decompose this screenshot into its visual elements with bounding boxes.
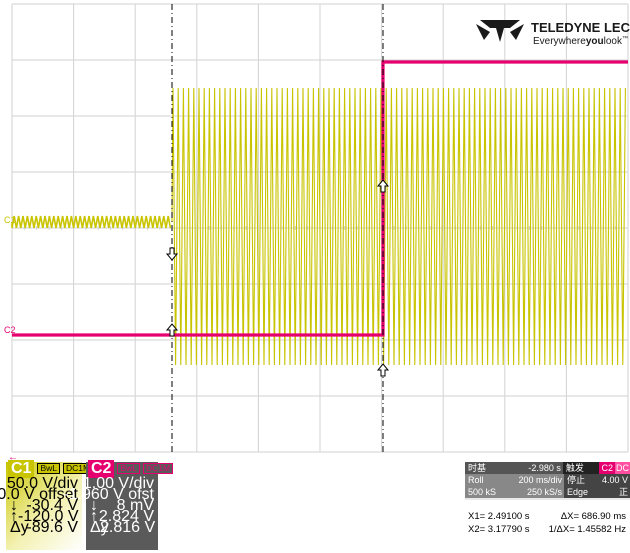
timebase-delay: -2.980 s: [509, 462, 563, 474]
channel-1-cursor-b-value: -120.0 V: [18, 508, 79, 525]
timebase-rate: 250 kS/s: [510, 486, 564, 498]
channel-2-row-symbol: ↑: [90, 508, 98, 525]
channel-1-panel[interactable]: C1 BwL DC1M 50.0 V/div 0.0 V offset ↓ -30…: [0, 459, 94, 550]
cursor-delta-x: ΔX= 686.90 ms: [560, 511, 626, 522]
cursor-lines[interactable]: [171, 4, 384, 452]
trigger-source: C2: [599, 462, 615, 474]
channel-2-delta-value: 2.816 V: [100, 519, 156, 536]
cursor-x1: X1= 2.49100 s: [468, 511, 530, 522]
teledyne-logo-icon: [476, 20, 524, 42]
back-arrow-icon[interactable]: ←: [8, 452, 18, 463]
channel-2-scale: 1.00 V/div: [82, 475, 154, 492]
trigger-level: 4.00 V: [601, 474, 630, 486]
trigger-state: 停止: [564, 474, 601, 486]
channel-2-row-symbol: Δy: [90, 519, 109, 536]
channel-2-row-symbol: ↓: [90, 497, 98, 514]
cursor-arrow-icon: [165, 247, 179, 261]
channel-1-trace: [11, 87, 626, 366]
channel-2-cursor-a-value: 8 mV: [116, 497, 154, 514]
channel-2-trace: [12, 60, 628, 337]
cursor-arrow-icon: [376, 363, 390, 377]
c2-trace-label: C2: [4, 325, 16, 335]
c1-oscillation-segment: [171, 87, 626, 366]
trigger-coupling: DC: [615, 462, 630, 474]
timebase-mode: Roll: [465, 474, 510, 486]
brand-name: TELEDYNE LECROY: [531, 20, 630, 35]
channel-2-bandwidth-tag: BwL: [117, 463, 140, 474]
channel-2-id: C2: [88, 459, 115, 478]
channel-1-scale: 50.0 V/div: [6, 475, 78, 492]
channel-1-id: C1: [8, 459, 35, 478]
trigger-type: Edge: [564, 486, 601, 498]
timebase-title: 时基: [465, 462, 510, 474]
channel-2-panel[interactable]: C2 BwL DC1M 1.00 V/div -1.960 V ofst ↓ 8 …: [63, 459, 174, 550]
trigger-title: 触发: [562, 462, 600, 474]
cursor-arrow-icon: [165, 323, 179, 337]
channel-1-bandwidth-tag: BwL: [37, 463, 60, 474]
channel-2-cursor-b-value: 2.824 V: [98, 508, 154, 525]
cursor-inverse-delta-x: 1/ΔX= 1.45582 Hz: [548, 524, 626, 535]
channel-1-delta-value: -89.6 V: [26, 519, 78, 536]
timebase-samples: 500 kS: [465, 486, 510, 498]
c2-step-trace: [12, 60, 628, 337]
channel-1-row-symbol: Δy: [10, 519, 29, 536]
channel-2-offset: -1.960 V ofst: [63, 486, 154, 503]
cursor-arrow-icon: [376, 179, 390, 193]
channel-2-coupling-tag: DC1M: [143, 463, 174, 474]
cursor-markers: [165, 179, 390, 377]
channel-1-row-symbol: ↑: [10, 508, 18, 525]
c1-trace-label: C1: [4, 215, 16, 225]
channel-1-row-symbol: ↓: [10, 497, 18, 514]
brand-tagline: Everywhereyoulook™: [533, 35, 628, 47]
trigger-slope: 正: [601, 486, 630, 498]
cursor-readout: X1= 2.49100 s ΔX= 686.90 ms X2= 3.17790 …: [462, 510, 630, 536]
cursor-x2: X2= 3.17790 s: [468, 524, 530, 535]
timebase-trigger-panel[interactable]: 时基 -2.980 s 触发 C2 DC Roll 200 ms/div 停止 4…: [465, 462, 630, 500]
c1-pre-trigger-segment: [11, 215, 172, 229]
timebase-tdiv: 200 ms/div: [510, 474, 564, 486]
